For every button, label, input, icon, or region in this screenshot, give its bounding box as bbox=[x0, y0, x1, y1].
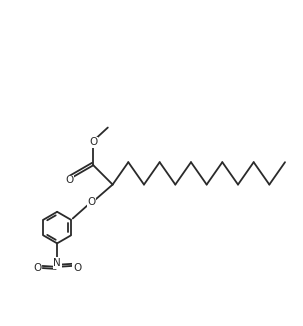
Text: N: N bbox=[53, 258, 61, 268]
Text: O: O bbox=[73, 263, 81, 273]
Text: O: O bbox=[33, 263, 41, 273]
Text: O: O bbox=[89, 137, 98, 147]
Text: O: O bbox=[88, 197, 96, 207]
Text: O: O bbox=[65, 175, 73, 185]
